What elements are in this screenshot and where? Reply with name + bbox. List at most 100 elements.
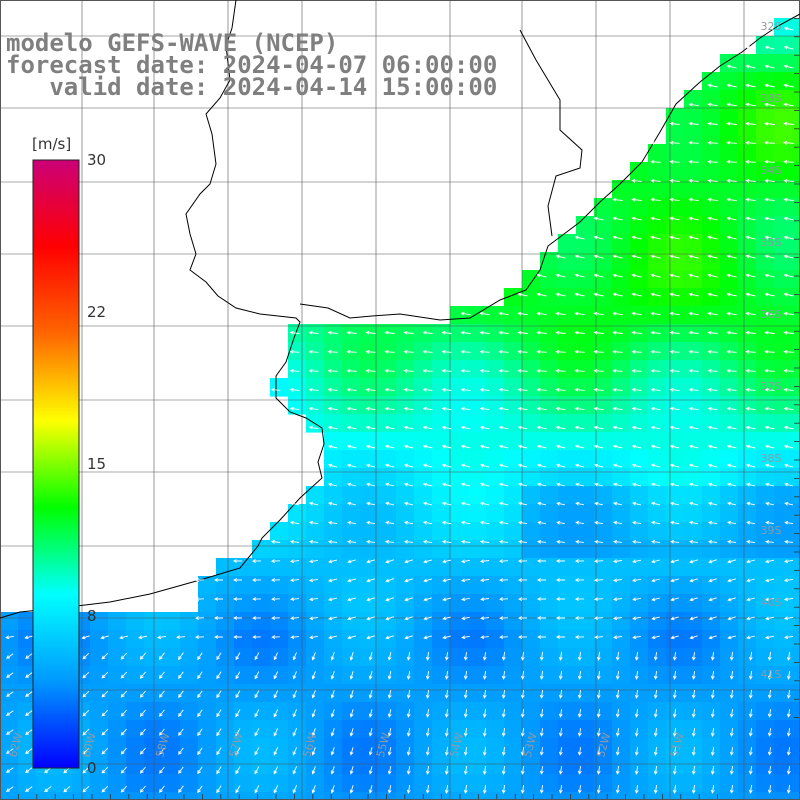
wind-arrow: [596, 709, 601, 718]
field-cell: [324, 450, 343, 469]
field-cell: [378, 756, 397, 775]
wind-arrow: [596, 651, 601, 661]
field-cell: [684, 684, 703, 703]
field-cell: [90, 612, 109, 631]
wind-arrow: [273, 709, 279, 718]
field-cell: [648, 378, 667, 397]
field-cell: [342, 414, 361, 433]
field-cell: [504, 594, 523, 613]
wind-arrow: [178, 747, 184, 755]
field-cell: [774, 576, 793, 595]
wind-arrow: [479, 520, 490, 525]
field-cell: [216, 720, 235, 739]
wind-arrow: [480, 597, 489, 602]
wind-arrow: [423, 597, 432, 602]
wind-arrow: [311, 709, 316, 718]
wind-arrow: [669, 235, 680, 240]
field-cell: [792, 54, 800, 73]
wind-arrow: [5, 786, 14, 792]
wind-arrow: [577, 671, 582, 680]
wind-arrow: [365, 425, 376, 430]
wind-arrow: [634, 728, 639, 737]
field-cell: [126, 792, 145, 800]
wind-arrow: [632, 597, 641, 602]
field-cell: [648, 162, 667, 181]
field-cell: [450, 324, 469, 343]
field-cell: [396, 792, 415, 800]
field-cell: [702, 270, 721, 289]
wind-arrow: [327, 444, 338, 449]
field-cell: [450, 504, 469, 523]
field-cell: [396, 396, 415, 415]
wind-arrow: [404, 616, 413, 621]
field-cell: [360, 342, 379, 361]
wind-arrow: [482, 746, 487, 756]
field-cell: [666, 360, 685, 379]
wind-arrow: [330, 766, 335, 775]
field-cell: [792, 342, 800, 361]
field-cell: [594, 540, 613, 559]
field-cell: [504, 756, 523, 775]
field-cell: [180, 684, 199, 703]
field-cell: [342, 342, 361, 361]
wind-arrow: [311, 747, 316, 756]
field-cell: [702, 342, 721, 361]
wind-arrow: [786, 747, 791, 756]
wind-arrow: [501, 652, 506, 661]
wind-arrow: [197, 671, 203, 680]
wind-arrow: [289, 501, 300, 506]
wind-arrow: [688, 254, 699, 259]
wind-arrow: [653, 784, 658, 794]
wind-arrow: [309, 597, 319, 602]
field-cell: [792, 558, 800, 577]
field-cell: [666, 216, 685, 235]
field-cell: [486, 756, 505, 775]
field-cell: [360, 756, 379, 775]
wind-arrow: [387, 728, 392, 737]
wind-arrow: [650, 330, 661, 335]
wind-arrow: [594, 539, 603, 544]
wind-arrow: [423, 559, 433, 564]
wind-arrow: [235, 785, 241, 794]
field-cell: [720, 90, 739, 109]
field-cell: [342, 630, 361, 649]
field-cell: [414, 324, 433, 343]
wind-arrow: [688, 444, 699, 449]
field-cell: [18, 792, 37, 800]
field-cell: [216, 648, 235, 667]
wind-arrow: [745, 444, 756, 449]
wind-arrow: [330, 690, 335, 699]
field-cell: [594, 414, 613, 433]
field-cell: [702, 144, 721, 163]
field-cell: [630, 414, 649, 433]
field-cell: [702, 396, 721, 415]
wind-arrow: [139, 709, 146, 717]
field-cell: [738, 270, 757, 289]
wind-arrow: [631, 197, 642, 202]
field-cell: [234, 684, 253, 703]
wind-arrow: [292, 785, 298, 794]
wind-arrow: [120, 690, 128, 698]
wind-arrow: [194, 578, 205, 583]
field-cell: [486, 468, 505, 487]
wind-arrow: [460, 330, 471, 335]
wind-arrow: [783, 616, 794, 621]
field-cell: [648, 630, 667, 649]
wind-arrow: [707, 83, 718, 88]
wind-arrow: [214, 597, 223, 601]
field-cell: [18, 702, 37, 721]
wind-arrow: [632, 501, 642, 506]
field-cell: [720, 198, 739, 217]
field-cell: [450, 792, 469, 800]
wind-arrow: [669, 444, 680, 449]
field-cell: [324, 522, 343, 541]
wind-arrow: [292, 671, 297, 680]
field-cell: [324, 342, 343, 361]
field-cell: [756, 162, 775, 181]
wind-arrow: [555, 597, 566, 601]
field-cell: [360, 486, 379, 505]
field-cell: [720, 162, 739, 181]
coastline: [0, 0, 325, 619]
field-cell: [432, 756, 451, 775]
field-cell: [486, 342, 505, 361]
